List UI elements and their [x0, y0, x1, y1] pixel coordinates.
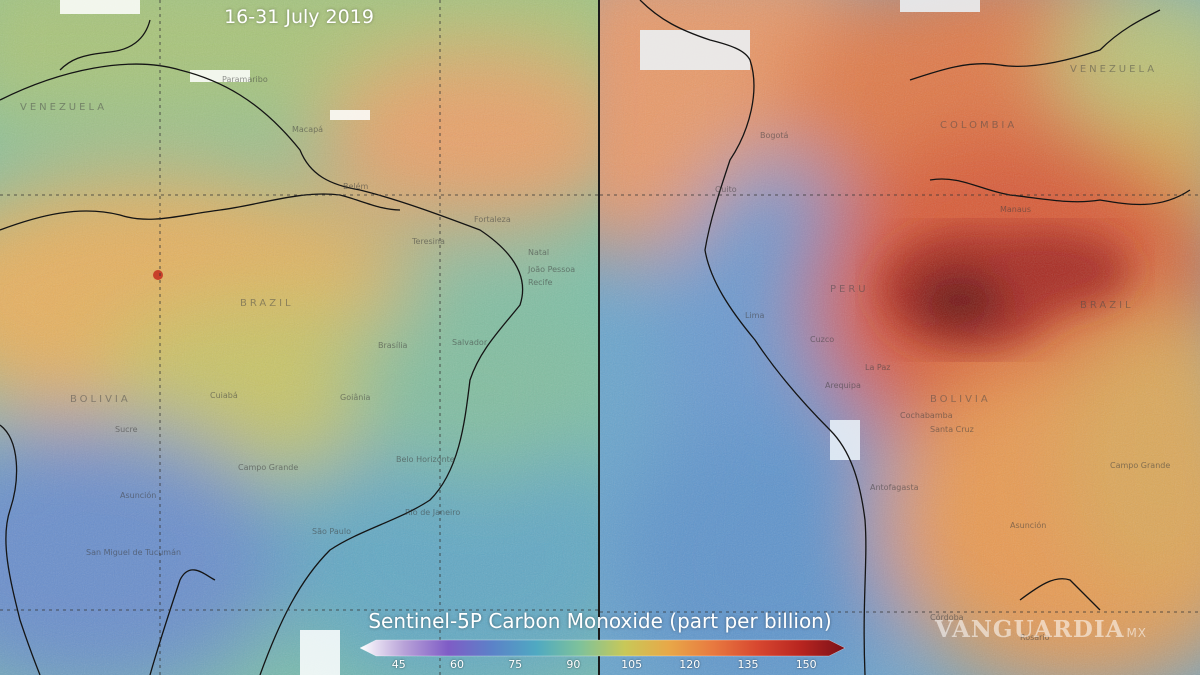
- city-label: Salvador: [452, 338, 488, 347]
- city-label: Natal: [528, 248, 549, 257]
- city-label: Cuiabá: [210, 391, 238, 400]
- city-label: Manaus: [1000, 205, 1031, 214]
- city-label: Teresina: [411, 237, 445, 246]
- city-label: Lima: [745, 311, 764, 320]
- colorbar-tick-label: 105: [621, 658, 643, 671]
- colorbar-tick-label: 75: [508, 658, 523, 671]
- country-label-venezuela: VENEZUELA: [20, 102, 107, 113]
- cloud-gaps: [640, 0, 980, 460]
- right-map-panel: COLOMBIA VENEZUELA PERU BRAZIL BOLIVIA B…: [600, 0, 1200, 675]
- city-label: La Paz: [865, 363, 890, 372]
- country-label-brazil: BRAZIL: [240, 298, 294, 309]
- city-label: Sucre: [115, 425, 138, 434]
- watermark-text: VANGUARDIA: [935, 616, 1125, 643]
- coastlines: [639, 0, 1191, 675]
- country-label-bolivia: BOLIVIA: [930, 394, 991, 405]
- left-city-labels: Paramaribo Macapá Belém Fortaleza Natal …: [86, 75, 575, 557]
- city-label: Córdoba: [930, 612, 964, 622]
- city-label: Cuzco: [810, 335, 834, 344]
- city-label: Fortaleza: [474, 215, 511, 224]
- map-title: 16-31 July 2019: [224, 6, 374, 28]
- graticule: [600, 194, 1200, 613]
- city-label: Campo Grande: [238, 463, 298, 472]
- city-label: Santa Cruz: [930, 425, 974, 434]
- city-label: Asunción: [120, 490, 156, 500]
- city-label: Brasília: [378, 341, 408, 350]
- country-label-bolivia: BOLIVIA: [70, 394, 131, 405]
- colorbar-tick-label: 120: [679, 658, 701, 671]
- country-label-brazil: BRAZIL: [1080, 300, 1134, 311]
- colorbar-tick-label: 60: [450, 658, 464, 671]
- city-label: Rio de Janeiro: [405, 508, 460, 517]
- right-city-labels: Bogotá Quito Lima Manaus Cuzco Arequipa …: [715, 131, 1170, 642]
- city-label: Paramaribo: [222, 75, 268, 84]
- country-label-venezuela: VENEZUELA: [1070, 64, 1157, 75]
- country-label-colombia: COLOMBIA: [940, 120, 1017, 131]
- city-label: Macapá: [292, 125, 323, 134]
- city-label: San Miguel de Tucumán: [86, 548, 181, 557]
- colorbar-tick-label: 90: [566, 658, 581, 671]
- city-label: Rosario: [1020, 633, 1050, 642]
- watermark-suffix: MX: [1126, 626, 1148, 640]
- city-label: Campo Grande: [1110, 461, 1170, 470]
- watermark-logo: VANGUARDIA MX: [935, 616, 1147, 643]
- city-label: João Pessoa: [527, 265, 575, 274]
- city-label: Belo Horizonte: [396, 455, 455, 464]
- colorbar-tick-label: 150: [795, 658, 817, 671]
- right-co-map: COLOMBIA VENEZUELA PERU BRAZIL BOLIVIA B…: [600, 0, 1200, 675]
- panel-divider: [598, 0, 600, 675]
- cloud-gaps: [60, 0, 370, 675]
- colorbar: [360, 639, 845, 657]
- city-label: Cochabamba: [900, 411, 953, 420]
- fire-hotspot: [153, 270, 163, 280]
- city-label: Bogotá: [760, 131, 788, 140]
- city-label: Recife: [528, 278, 553, 287]
- colorbar-tick-label: 135: [737, 658, 759, 671]
- city-label: Antofagasta: [870, 483, 919, 492]
- city-label: Belém: [343, 181, 369, 191]
- colorbar-gradient: [360, 639, 845, 657]
- coastlines: [0, 19, 524, 675]
- graticule: [0, 0, 598, 675]
- city-label: Arequipa: [825, 381, 861, 390]
- city-label: São Paulo: [312, 527, 351, 536]
- city-label: Goiânia: [340, 393, 371, 402]
- legend-title: Sentinel-5P Carbon Monoxide (part per bi…: [368, 609, 832, 633]
- left-co-map: VENEZUELA BRAZIL BOLIVIA Paramaribo Maca…: [0, 0, 598, 675]
- city-label: Asunción: [1010, 520, 1046, 530]
- left-map-panel: VENEZUELA BRAZIL BOLIVIA Paramaribo Maca…: [0, 0, 598, 675]
- country-label-peru: PERU: [830, 284, 869, 295]
- city-label: Quito: [715, 185, 737, 194]
- colorbar-tick-label: 45: [391, 658, 406, 671]
